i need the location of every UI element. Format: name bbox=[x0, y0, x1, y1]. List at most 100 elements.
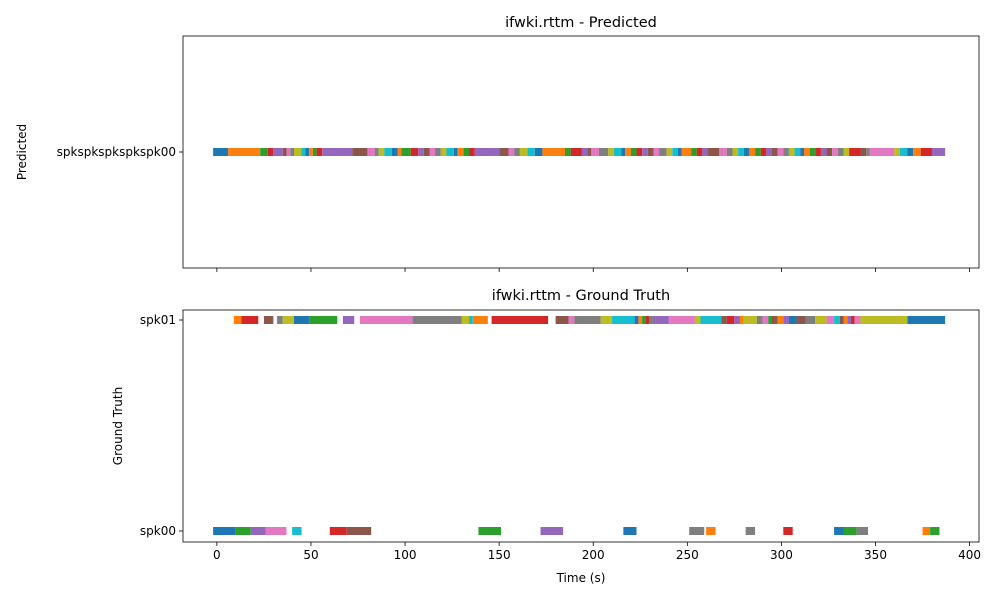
segment-bar bbox=[384, 148, 392, 156]
segment-bar bbox=[630, 148, 637, 156]
segment-bar bbox=[282, 316, 295, 324]
segment-bar bbox=[847, 316, 852, 324]
segment-bar bbox=[292, 527, 302, 535]
segment-bar bbox=[346, 527, 372, 535]
segment-bar bbox=[519, 148, 528, 156]
segment-bar bbox=[837, 148, 844, 156]
segment-bar bbox=[565, 148, 571, 156]
segment-bar bbox=[815, 316, 827, 324]
segment-bar bbox=[574, 316, 601, 324]
segment-bar bbox=[352, 148, 368, 156]
segment-bar bbox=[474, 148, 500, 156]
x-axis-label: Time (s) bbox=[556, 571, 606, 585]
segment-bar bbox=[235, 527, 251, 535]
segment-bar bbox=[756, 316, 763, 324]
y-tick-label: spkspkspkspkspk00 bbox=[57, 145, 176, 159]
segment-bar bbox=[772, 316, 778, 324]
segment-bar bbox=[766, 148, 773, 156]
segment-bar bbox=[613, 148, 622, 156]
segment-bar bbox=[294, 148, 302, 156]
segment-bar bbox=[568, 316, 575, 324]
ground-truth-axes: 0 50 100 150 200 250 300 350 400 spk00 spk01 bbox=[140, 309, 981, 562]
segment-bar bbox=[612, 316, 635, 324]
segment-bar bbox=[412, 316, 462, 324]
segment-bar bbox=[636, 148, 643, 156]
segment-bar bbox=[322, 148, 353, 156]
segment-bar bbox=[469, 316, 473, 324]
segment-bar bbox=[726, 148, 733, 156]
segment-bar bbox=[796, 316, 806, 324]
segment-bar bbox=[642, 148, 648, 156]
segment-bar bbox=[907, 148, 914, 156]
y-tick-label: spk00 bbox=[140, 524, 176, 538]
x-tick-label: 200 bbox=[582, 548, 605, 562]
segment-bar bbox=[623, 527, 637, 535]
segment-bar bbox=[440, 148, 447, 156]
segment-bar bbox=[461, 316, 470, 324]
segment-bar bbox=[783, 316, 789, 324]
segment-bar bbox=[634, 316, 639, 324]
segment-bar bbox=[453, 148, 458, 156]
segment-bar bbox=[860, 148, 867, 156]
segment-bar bbox=[805, 316, 816, 324]
segment-bar bbox=[689, 527, 705, 535]
ground-truth-segments bbox=[213, 316, 946, 535]
segment-bar bbox=[241, 316, 259, 324]
segment-bar bbox=[277, 316, 283, 324]
segment-bar bbox=[755, 148, 761, 156]
segment-bar bbox=[260, 148, 268, 156]
segment-bar bbox=[649, 316, 654, 324]
segment-bar bbox=[233, 316, 242, 324]
segment-bar bbox=[309, 316, 338, 324]
x-tick-label: 50 bbox=[303, 548, 318, 562]
segment-bar bbox=[702, 148, 709, 156]
segment-bar bbox=[267, 148, 274, 156]
ground-truth-ylabel: Ground Truth bbox=[111, 387, 125, 465]
segment-bar bbox=[435, 148, 441, 156]
segment-bar bbox=[843, 316, 848, 324]
predicted-segments bbox=[213, 148, 946, 156]
segment-bar bbox=[273, 148, 283, 156]
segment-bar bbox=[788, 148, 795, 156]
segment-bar bbox=[423, 148, 430, 156]
segment-bar bbox=[401, 148, 411, 156]
x-tick-label: 250 bbox=[676, 548, 699, 562]
segment-bar bbox=[834, 316, 840, 324]
x-tick-label: 300 bbox=[770, 548, 793, 562]
x-tick-label: 100 bbox=[394, 548, 417, 562]
predicted-axes: spkspkspkspkspk00 bbox=[57, 35, 980, 272]
ground-truth-title: ifwki.rttm - Ground Truth bbox=[492, 288, 670, 304]
segment-bar bbox=[922, 527, 931, 535]
segment-bar bbox=[446, 148, 454, 156]
segment-bar bbox=[866, 148, 870, 156]
segment-bar bbox=[642, 316, 646, 324]
segment-bar bbox=[856, 527, 868, 535]
segment-bar bbox=[738, 148, 744, 156]
x-tick-label: 150 bbox=[488, 548, 511, 562]
segment-bar bbox=[749, 148, 756, 156]
segment-bar bbox=[832, 148, 838, 156]
segment-bar bbox=[342, 316, 355, 324]
segment-bar bbox=[638, 316, 643, 324]
segment-bar bbox=[598, 148, 609, 156]
segment-bar bbox=[591, 148, 599, 156]
segment-bar bbox=[316, 148, 323, 156]
segment-bar bbox=[677, 148, 682, 156]
segment-bar bbox=[719, 148, 727, 156]
segment-bar bbox=[301, 148, 306, 156]
segment-bar bbox=[625, 148, 631, 156]
segment-bar bbox=[542, 148, 566, 156]
segment-bar bbox=[621, 148, 626, 156]
segment-bar bbox=[540, 527, 564, 535]
segment-bar bbox=[843, 148, 850, 156]
segment-bar bbox=[920, 148, 932, 156]
segment-bar bbox=[250, 527, 266, 535]
segment-bar bbox=[899, 148, 908, 156]
segment-bar bbox=[826, 148, 833, 156]
segment-bar bbox=[228, 148, 261, 156]
segment-bar bbox=[457, 148, 464, 156]
segment-bar bbox=[826, 316, 835, 324]
segment-bar bbox=[469, 148, 475, 156]
segment-bar bbox=[263, 316, 274, 324]
segment-bar bbox=[359, 316, 413, 324]
